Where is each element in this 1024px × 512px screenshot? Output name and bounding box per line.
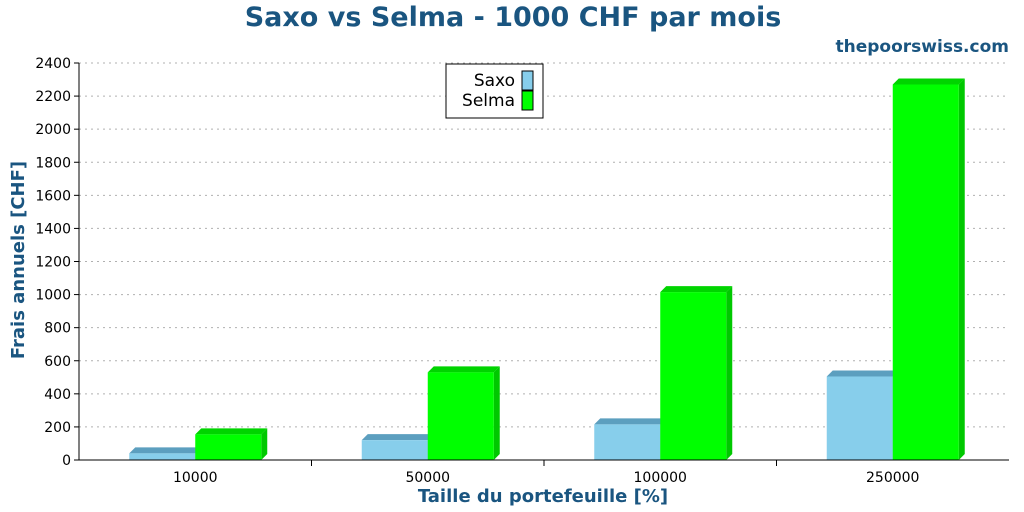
x-tick-label: 100000: [634, 470, 687, 486]
y-tick-label: 1800: [35, 155, 71, 171]
bar-top: [427, 366, 500, 373]
bar-front: [129, 453, 196, 460]
bar-saxo-10000: [129, 447, 202, 460]
bar-top: [594, 418, 667, 425]
x-tick-label: 50000: [405, 470, 450, 486]
bar-front: [195, 434, 262, 460]
bar-selma-50000: [427, 366, 500, 460]
bar-selma-250000: [892, 78, 965, 461]
bar-front: [660, 292, 727, 460]
bar-selma-10000: [195, 428, 268, 460]
y-tick-label: 400: [44, 387, 71, 403]
bar-saxo-100000: [594, 418, 667, 460]
bar-side: [493, 366, 500, 460]
bar-side: [261, 428, 268, 460]
legend-label-saxo: Saxo: [474, 71, 515, 91]
bar-top: [826, 370, 899, 377]
y-tick-label: 1600: [35, 188, 71, 204]
bar-front: [427, 372, 494, 460]
y-tick-label: 2000: [35, 122, 71, 138]
y-tick-label: 0: [62, 453, 71, 469]
y-axis-ticks: 0 200 400 600 800 1000 1200 1400 1600 1800 2000 220…: [35, 56, 79, 469]
bar-top: [361, 434, 434, 441]
bar-top: [195, 428, 268, 435]
legend-swatch-saxo: [521, 70, 534, 91]
bar-selma-100000: [660, 286, 733, 460]
bar-front: [892, 84, 959, 461]
y-tick-label: 2200: [35, 89, 71, 105]
y-tick-label: 200: [44, 420, 71, 436]
bar-saxo-50000: [361, 434, 434, 460]
chart-title: Saxo vs Selma - 1000 CHF par mois: [245, 2, 782, 33]
y-tick-label: 2400: [35, 56, 71, 72]
bar-top: [129, 447, 202, 454]
bar-saxo-250000: [826, 370, 899, 460]
x-axis-ticks: 10000 50000 100000 250000: [173, 460, 919, 486]
y-tick-label: 1200: [35, 255, 71, 271]
y-axis-label: Frais annuels [CHF]: [8, 161, 29, 359]
bar-front: [594, 424, 661, 460]
y-tick-label: 800: [44, 321, 71, 337]
site-name: thepoorswiss.com: [836, 37, 1010, 57]
legend-label-selma: Selma: [462, 91, 515, 111]
bar-top: [892, 78, 965, 85]
x-tick-label: 10000: [173, 470, 218, 486]
bar-side: [726, 286, 733, 460]
y-tick-label: 1400: [35, 221, 71, 237]
y-tick-label: 600: [44, 354, 71, 370]
bar-front: [826, 376, 893, 460]
bar-top: [660, 286, 733, 293]
legend-swatch-selma: [521, 90, 534, 111]
bar-front: [361, 440, 428, 460]
y-tick-label: 1000: [35, 288, 71, 304]
x-tick-label: 250000: [866, 470, 919, 486]
x-axis-label: Taille du portefeuille [%]: [418, 486, 668, 507]
bar-side: [958, 78, 965, 461]
bars: [129, 78, 965, 461]
